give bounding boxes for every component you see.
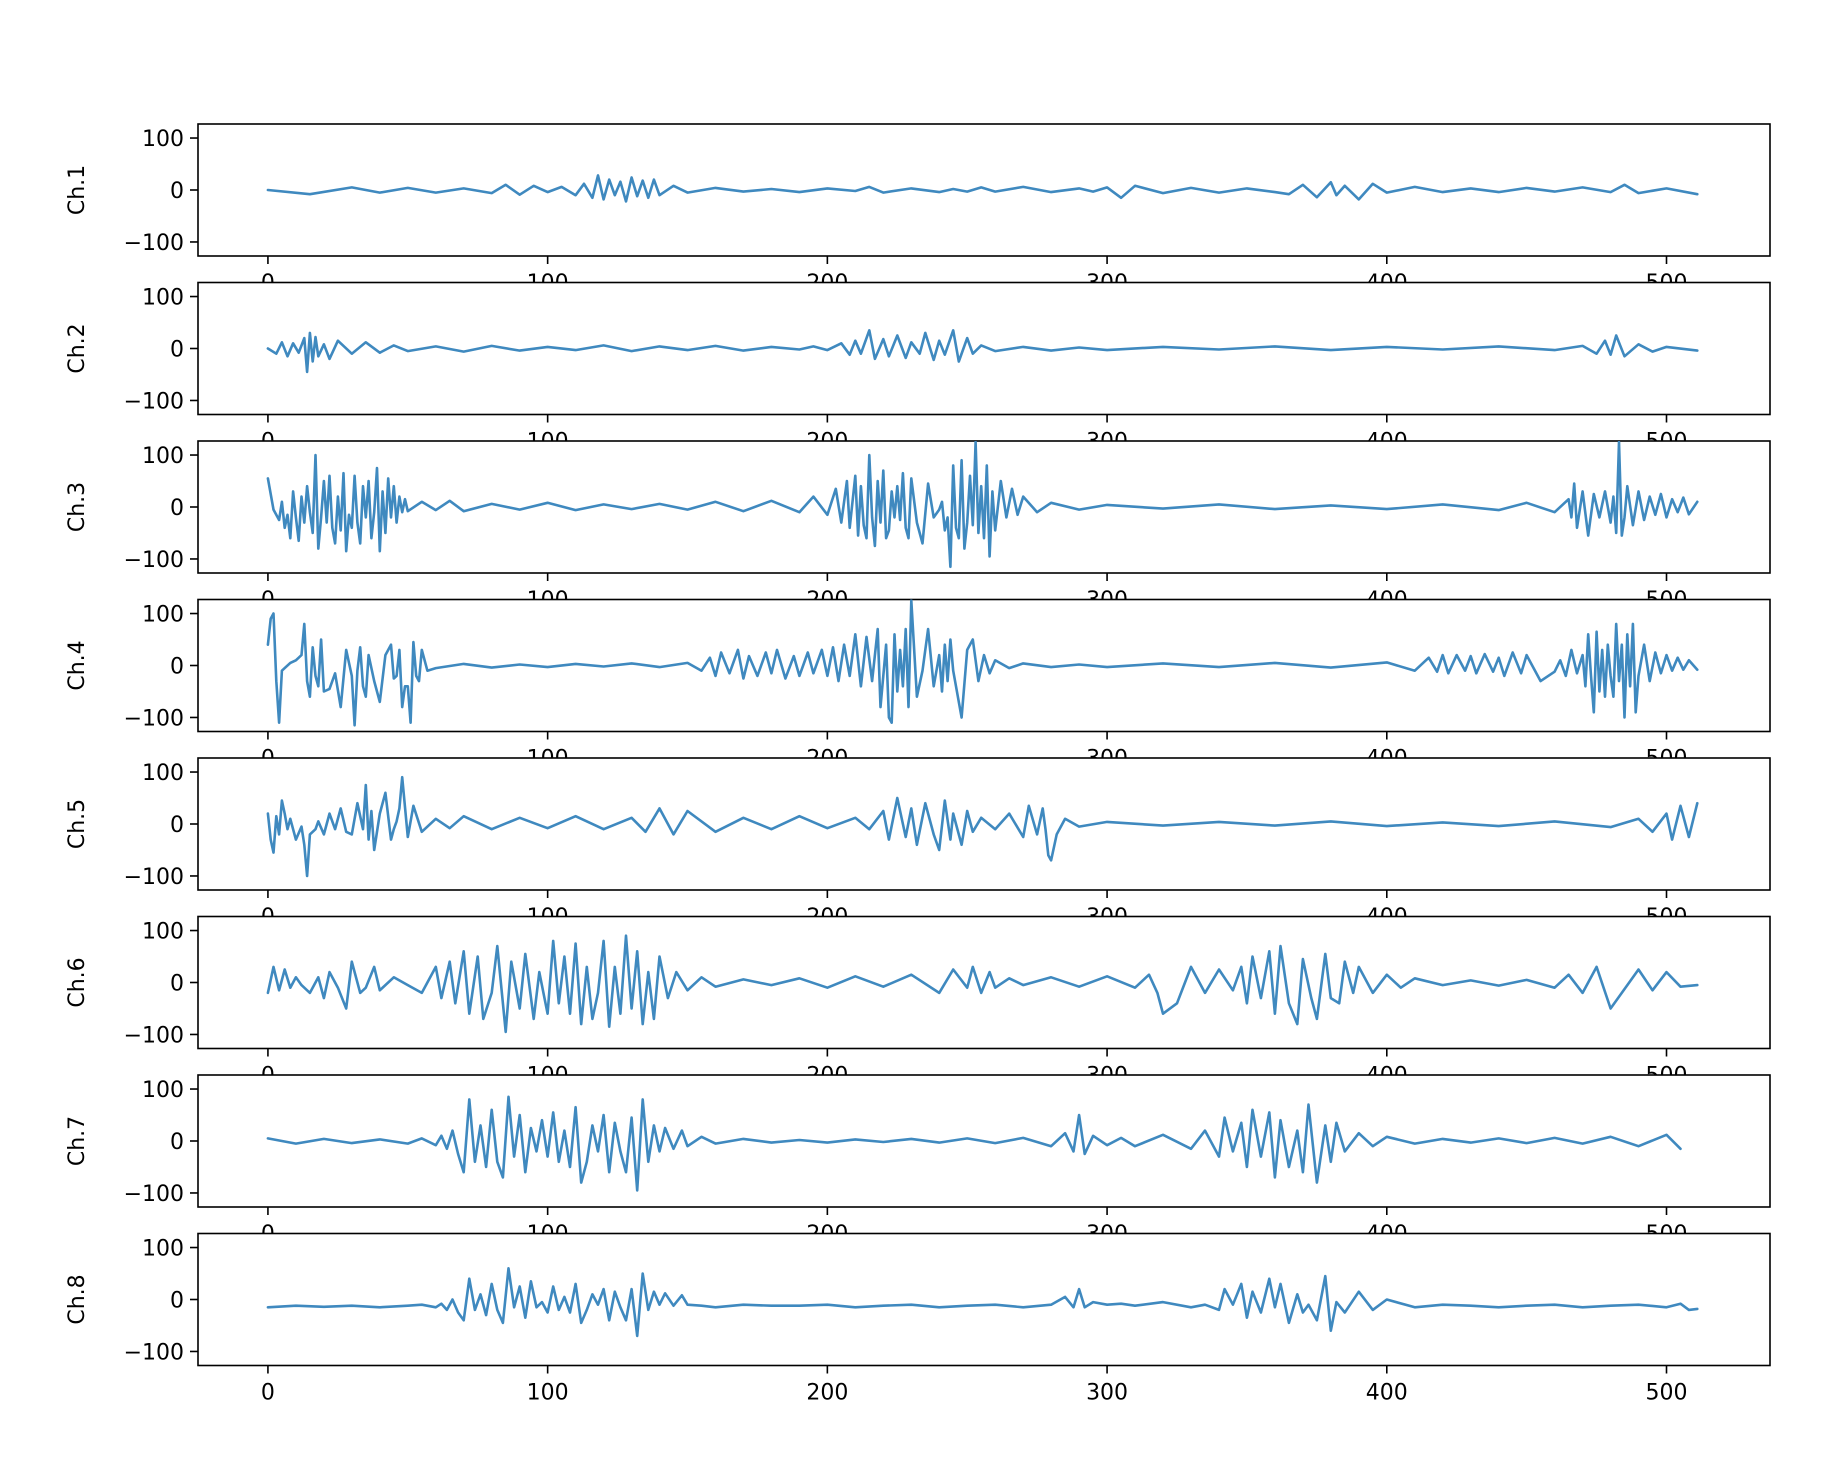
y-tick-label-4-0: 100	[142, 603, 184, 628]
y-tick-label-8-2: −100	[124, 1340, 184, 1365]
y-tick-label-6-0: 100	[142, 920, 184, 945]
y-tick-label-5-0: 100	[142, 761, 184, 786]
x-tick-label-8-0: 0	[261, 1381, 275, 1406]
y-axis-label-2: Ch.2	[65, 323, 90, 373]
signal-trace-3	[266, 441, 1699, 569]
y-tick-label-3-1: 0	[170, 496, 184, 521]
signal-trace-6	[266, 934, 1699, 1034]
y-tick-label-2-0: 100	[142, 286, 184, 311]
signal-trace-7	[266, 1095, 1682, 1192]
signal-trace-5	[266, 775, 1699, 878]
y-axis-label-5: Ch.5	[65, 799, 90, 849]
x-tick-label-8-500: 500	[1646, 1381, 1688, 1406]
axes-frame-2	[197, 281, 1771, 416]
y-tick-label-3-0: 100	[142, 444, 184, 469]
y-tick-label-3-2: −100	[124, 548, 184, 573]
y-tick-label-5-1: 0	[170, 813, 184, 838]
signal-trace-1	[266, 174, 1699, 203]
x-tick-label-8-400: 400	[1366, 1381, 1408, 1406]
y-axis-label-3: Ch.3	[65, 482, 90, 532]
x-tick-label-8-100: 100	[527, 1381, 569, 1406]
axes-frame-8	[197, 1232, 1771, 1367]
y-tick-label-6-1: 0	[170, 972, 184, 997]
x-tick-label-8-300: 300	[1086, 1381, 1128, 1406]
channel-panels: 0 100 200 300 400 500 100 0 −100 Ch.1 0 100 200 300 40…	[65, 123, 1771, 1406]
y-axis-label-6: Ch.6	[65, 957, 90, 1007]
y-tick-label-1-2: −100	[124, 231, 184, 256]
y-tick-label-7-1: 0	[170, 1130, 184, 1155]
y-tick-label-1-1: 0	[170, 179, 184, 204]
y-axis-label-7: Ch.7	[65, 1116, 90, 1166]
y-tick-label-7-2: −100	[124, 1182, 184, 1207]
y-axis-label-4: Ch.4	[65, 640, 90, 690]
x-tick-label-8-200: 200	[806, 1381, 848, 1406]
signal-trace-8	[266, 1267, 1699, 1338]
y-tick-label-2-2: −100	[124, 389, 184, 414]
axes-frame-4	[197, 598, 1771, 733]
y-tick-label-4-1: 0	[170, 655, 184, 680]
y-tick-label-6-2: −100	[124, 1023, 184, 1048]
y-tick-label-1-0: 100	[142, 127, 184, 152]
y-axis-label-8: Ch.8	[65, 1274, 90, 1324]
y-tick-label-8-0: 100	[142, 1237, 184, 1262]
signal-trace-4	[266, 599, 1699, 727]
channel-panel-8: 0 100 200 300 400 500 100 0 −100 Ch.8	[65, 1232, 1771, 1406]
y-tick-label-8-1: 0	[170, 1289, 184, 1314]
signal-trace-2	[266, 328, 1699, 374]
y-tick-label-4-2: −100	[124, 706, 184, 731]
axes-frame-5	[197, 757, 1771, 891]
y-tick-label-2-1: 0	[170, 338, 184, 363]
y-tick-label-7-0: 100	[142, 1078, 184, 1103]
y-axis-label-1: Ch.1	[65, 165, 90, 215]
y-tick-label-5-2: −100	[124, 865, 184, 890]
